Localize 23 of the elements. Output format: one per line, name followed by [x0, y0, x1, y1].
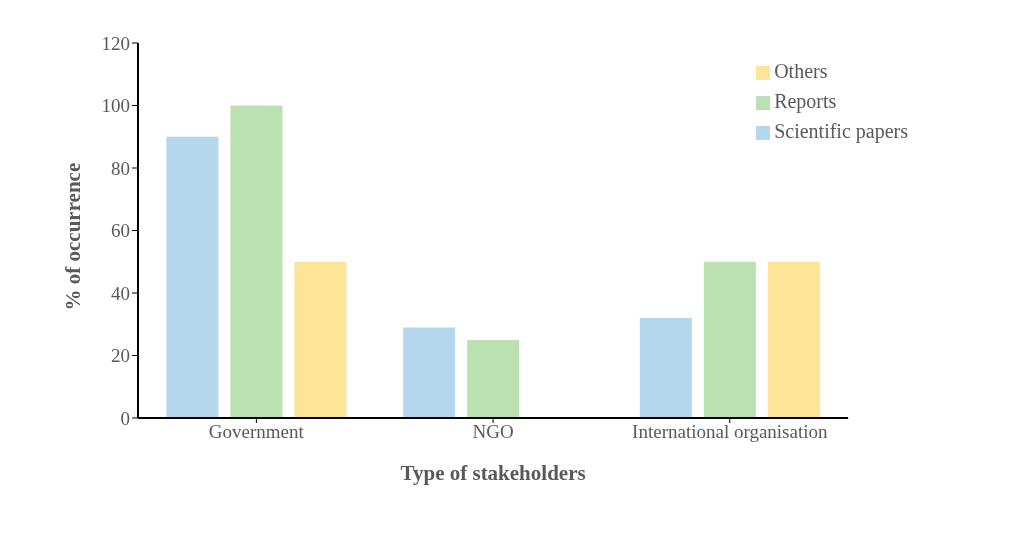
- y-tick-label: 80: [111, 157, 130, 179]
- x-tick-label: NGO: [472, 421, 514, 443]
- y-tick-label: 40: [111, 282, 130, 304]
- x-axis-title: Type of stakeholders: [400, 461, 586, 485]
- y-tick-label: 120: [101, 32, 130, 54]
- y-tick-label: 100: [101, 95, 130, 117]
- y-tick-label: 0: [120, 407, 130, 429]
- bar: [294, 261, 347, 418]
- bar: [230, 105, 283, 418]
- bar: [639, 318, 692, 418]
- legend-label: Scientific papers: [774, 120, 908, 142]
- bar: [166, 136, 219, 418]
- legend-label: Others: [774, 60, 828, 82]
- x-tick-label: Government: [208, 421, 305, 443]
- x-tick-label: International organisation: [632, 421, 828, 443]
- y-tick-label: 20: [111, 345, 130, 367]
- y-axis-title: % of occurrence: [61, 162, 86, 311]
- bar: [403, 327, 456, 418]
- bar: [703, 261, 756, 418]
- bar: [767, 261, 820, 418]
- y-tick-label: 60: [111, 220, 130, 242]
- legend-label: Reports: [774, 90, 837, 112]
- bar: [467, 339, 520, 418]
